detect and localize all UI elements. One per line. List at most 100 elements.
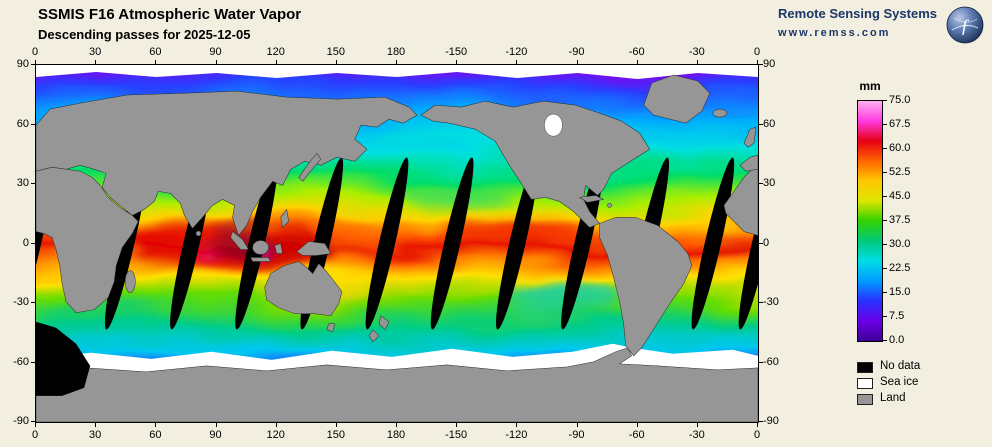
x-tick-label-top: 180 [386,46,406,58]
y-tick-mark [31,242,35,244]
legend-swatch-no-data [857,362,873,373]
colorbar-tick-mark [883,340,887,341]
colorbar-tick-label: 15.0 [889,286,911,298]
x-tick-mark [335,60,337,64]
no-data-region [36,321,91,396]
x-tick-mark [396,423,397,427]
x-tick-mark [576,60,578,64]
x-tick-label-top: -150 [445,46,468,58]
colorbar [857,100,883,342]
x-tick-label-top: 30 [89,46,102,58]
x-tick-mark [275,423,277,427]
remss-logo[interactable]: Remote Sensing Systems www.remss.com ƒ [778,6,984,49]
colorbar-tick-mark [883,196,887,197]
y-tick-label-left: -30 [13,296,29,308]
x-tick-label-bottom: -150 [445,429,468,441]
land-masses [36,74,758,357]
x-tick-label-top: -60 [628,46,645,58]
arctic-sea-ice [36,65,758,80]
colorbar-tick-label: 7.5 [889,310,905,322]
y-tick-label-right: 0 [763,236,770,249]
colorbar-tick-mark [883,124,887,125]
y-tick-label-left: 30 [16,177,29,189]
x-tick-label-bottom: 120 [266,429,285,441]
x-tick-mark [95,423,97,427]
colorbar-tick-mark [883,316,887,317]
colorbar-tick-mark [883,100,887,101]
x-tick-label-bottom: 60 [149,429,162,441]
colorbar-tick-label: 67.5 [889,118,911,130]
x-tick-label-top: 150 [326,46,346,58]
x-tick-mark [35,60,36,64]
x-tick-mark [155,60,157,64]
colorbar-tick-label: 22.5 [889,262,911,274]
y-tick-mark [31,361,35,363]
x-tick-mark [35,423,36,427]
y-tick-mark [31,64,35,65]
colorbar-tick-mark [883,244,887,245]
x-tick-mark [215,423,217,427]
x-tick-label-bottom: 0 [753,429,761,441]
map-canvas [36,65,758,422]
x-tick-mark [275,60,277,64]
x-tick-label-bottom: -30 [688,429,705,441]
colorbar-tick-label: 75.0 [889,94,911,106]
y-tick-label-right: -30 [763,296,779,308]
y-tick-mark [31,183,35,184]
y-tick-label-right: -60 [763,355,779,368]
colorbar-tick-label: 60.0 [889,142,911,154]
x-tick-label-bottom: 150 [326,429,346,441]
y-tick-mark [31,123,35,125]
x-tick-mark [456,423,458,427]
y-tick-label-left: 60 [16,117,29,130]
y-tick-mark [759,242,763,244]
x-tick-mark [516,60,518,64]
y-tick-mark [31,421,35,422]
x-tick-mark [95,60,97,64]
colorbar-unit-label: mm [859,79,881,93]
x-tick-label-bottom: -60 [628,429,645,441]
legend-swatch-land [857,394,873,405]
x-tick-mark [636,60,638,64]
x-tick-label-top: 90 [209,46,222,58]
x-tick-mark [576,423,578,427]
logo-url-link[interactable]: www.remss.com [778,27,891,39]
globe-logo-icon: ƒ [946,6,984,49]
x-tick-mark [757,423,758,427]
y-tick-label-left: -60 [13,355,29,368]
svg-text:ƒ: ƒ [960,16,970,37]
colorbar-tick-label: 52.5 [889,166,911,178]
x-tick-mark [757,60,758,64]
antarctica-land [36,347,758,422]
x-tick-label-top: 120 [266,46,285,58]
y-tick-label-right: 60 [763,117,776,130]
colorbar-tick-mark [883,220,887,221]
x-tick-mark [456,60,458,64]
legend-label-sea-ice: Sea ice [880,376,919,388]
x-tick-label-bottom: 0 [31,429,39,441]
colorbar-tick-label: 37.5 [889,214,911,226]
x-tick-mark [215,60,217,64]
y-tick-label-right: 90 [763,58,776,70]
y-tick-mark [759,64,763,65]
y-tick-label-right: 30 [763,177,776,189]
colorbar-tick-mark [883,148,887,149]
x-tick-mark [155,423,157,427]
y-tick-mark [759,183,763,184]
x-tick-label-top: 0 [753,46,761,58]
y-tick-label-left: -90 [13,415,29,427]
colorbar-tick-label: 0.0 [889,334,905,346]
water-vapor-map [35,64,759,423]
x-tick-mark [335,423,337,427]
x-tick-mark [396,60,397,64]
x-tick-mark [516,423,518,427]
x-tick-label-top: 0 [31,46,39,58]
y-tick-mark [759,421,763,422]
x-tick-label-bottom: 90 [209,429,222,441]
x-tick-mark [696,423,698,427]
y-tick-label-left: 0 [22,236,29,249]
x-tick-label-bottom: 30 [89,429,102,441]
legend-label-land: Land [880,392,906,404]
y-tick-label-left: 90 [16,58,29,70]
